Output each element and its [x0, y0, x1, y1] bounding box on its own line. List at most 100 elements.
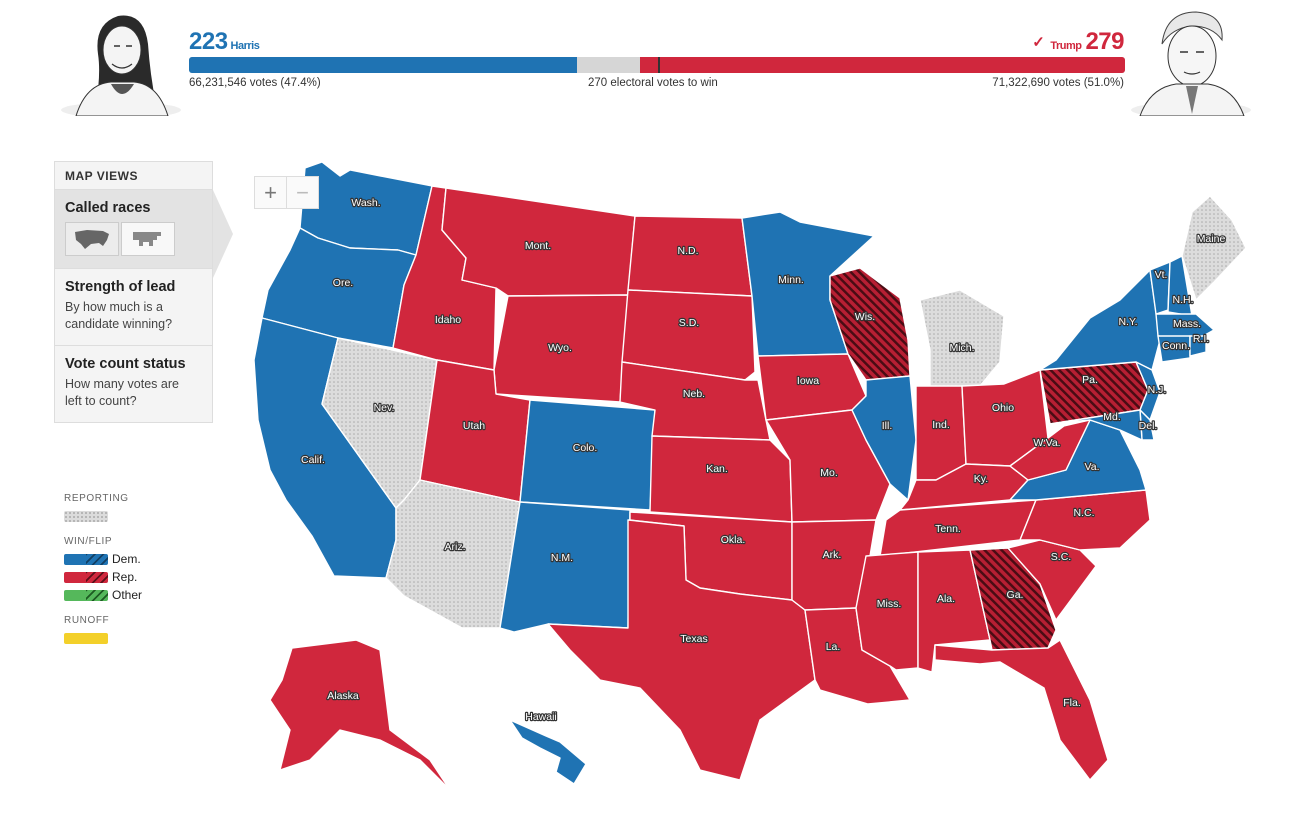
harris-popular-vote: 66,231,546 votes (47.4%): [189, 77, 321, 89]
state-label-ala: Ala.: [937, 593, 955, 605]
state-label-ark: Ark.: [823, 549, 842, 561]
dem-swatch: [64, 553, 108, 565]
trump-ev-total: ✓ Trump 279: [1032, 28, 1124, 56]
view-vote-count-title: Vote count status: [65, 356, 186, 372]
state-label-maine: Maine: [1197, 233, 1226, 245]
state-label-utah: Utah: [463, 420, 485, 432]
harris-bar-fill: [189, 57, 577, 73]
harris-name: Harris: [230, 40, 260, 52]
state-label-del: Del.: [1139, 420, 1158, 432]
view-vote-count-desc: How many votes are left to count?: [65, 377, 179, 408]
legend-winflip-heading: WIN/FLIP: [64, 536, 113, 547]
view-vote-count-status[interactable]: Vote count status How many votes are lef…: [55, 346, 212, 422]
state-label-texas: Texas: [680, 633, 707, 645]
state-label-md: Md.: [1103, 411, 1121, 423]
us-map-icon[interactable]: [65, 222, 119, 256]
state-nm[interactable]: [499, 501, 631, 633]
state-label-sc: S.C.: [1051, 551, 1071, 563]
state-label-ill: Ill.: [882, 420, 893, 432]
state-sd[interactable]: [621, 289, 756, 381]
rep-swatch: [64, 571, 108, 583]
state-mass[interactable]: [1155, 313, 1215, 341]
zoom-out-button[interactable]: −: [296, 179, 309, 205]
state-maine[interactable]: [1181, 195, 1247, 301]
votes-to-win-label: 270 electoral votes to win: [588, 77, 718, 89]
state-alaska[interactable]: [269, 639, 451, 791]
state-ri[interactable]: [1189, 335, 1207, 357]
harris-ev: 223: [189, 28, 228, 55]
legend-dem: Dem.: [112, 552, 141, 566]
state-fla[interactable]: [934, 639, 1109, 781]
state-label-conn: Conn.: [1162, 340, 1190, 352]
state-colo[interactable]: [519, 399, 656, 511]
trump-popular-vote: 71,322,690 votes (51.0%): [992, 77, 1124, 89]
state-label-kan: Kan.: [706, 463, 728, 475]
map-views-title: MAP VIEWS: [55, 162, 212, 190]
harris-portrait: [61, 15, 181, 116]
state-hawaii[interactable]: [509, 719, 587, 785]
state-miss[interactable]: [855, 551, 919, 671]
trump-portrait: [1131, 11, 1251, 116]
state-label-wash: Wash.: [351, 197, 380, 209]
state-label-tenn: Tenn.: [935, 523, 961, 535]
zoom-in-button[interactable]: +: [255, 177, 287, 208]
legend-other: Other: [112, 588, 143, 602]
state-label-ariz: Ariz.: [445, 541, 466, 553]
state-ill[interactable]: [851, 375, 917, 501]
legend-reporting-heading: REPORTING: [64, 493, 129, 504]
state-label-wis: Wis.: [855, 311, 875, 323]
map-views-panel: MAP VIEWS Called races Strength of lead …: [54, 161, 233, 423]
state-label-nd: N.D.: [678, 245, 699, 257]
270-threshold-mark: [658, 57, 660, 73]
state-ind[interactable]: [915, 385, 967, 481]
view-strength-desc: By how much is a candidate winning?: [65, 300, 173, 331]
cartogram-icon[interactable]: [121, 222, 175, 256]
state-label-pa: Pa.: [1082, 374, 1098, 386]
state-ny[interactable]: [1039, 269, 1161, 371]
other-swatch: [64, 589, 108, 601]
state-tenn[interactable]: [879, 499, 1037, 557]
state-kan[interactable]: [649, 435, 793, 523]
map-legend: REPORTING WIN/FLIP Dem. Rep. Other RUNOF…: [64, 493, 142, 648]
state-label-iowa: Iowa: [797, 375, 819, 387]
trump-ev: 279: [1085, 28, 1124, 55]
state-label-neb: Neb.: [683, 388, 705, 400]
state-label-wva: W.Va.: [1033, 437, 1060, 449]
state-label-idaho: Idaho: [435, 314, 461, 326]
trump-name: Trump: [1050, 40, 1082, 52]
state-label-nev: Nev.: [374, 402, 395, 414]
state-label-calif: Calif.: [301, 454, 325, 466]
state-label-mich: Mich.: [949, 342, 974, 354]
state-label-miss: Miss.: [877, 598, 902, 610]
view-strength-of-lead[interactable]: Strength of lead By how much is a candid…: [55, 269, 212, 346]
runoff-swatch: [64, 632, 108, 644]
state-label-alaska: Alaska: [327, 690, 359, 702]
state-ariz[interactable]: [385, 479, 521, 629]
trump-bar-fill: [639, 57, 1125, 73]
legend-runoff-heading: RUNOFF: [64, 615, 110, 626]
state-wyo[interactable]: [493, 294, 629, 403]
state-label-ky: Ky.: [974, 473, 988, 485]
state-label-la: La.: [826, 641, 841, 653]
state-label-ri: R.I.: [1193, 333, 1209, 345]
state-label-nh: N.H.: [1173, 294, 1194, 306]
state-label-nj: N.J.: [1148, 384, 1167, 396]
winner-check-icon: ✓: [1032, 34, 1045, 51]
legend-rep: Rep.: [112, 570, 138, 584]
state-label-wyo: Wyo.: [548, 342, 572, 354]
state-label-okla: Okla.: [721, 534, 746, 546]
state-label-mass: Mass.: [1173, 318, 1201, 330]
state-label-vt: Vt.: [1155, 269, 1168, 281]
state-label-minn: Minn.: [778, 274, 804, 286]
state-label-va: Va.: [1085, 461, 1100, 473]
harris-ev-total: 223 Harris: [189, 28, 260, 56]
reporting-swatch: [64, 510, 108, 522]
state-md[interactable]: [1049, 409, 1143, 441]
state-label-ohio: Ohio: [992, 402, 1014, 414]
view-called-races[interactable]: Called races: [55, 190, 233, 278]
state-mich[interactable]: [919, 289, 1005, 389]
zoom-controls: + −: [254, 176, 319, 209]
state-conn[interactable]: [1157, 335, 1191, 363]
state-texas[interactable]: [547, 519, 816, 781]
